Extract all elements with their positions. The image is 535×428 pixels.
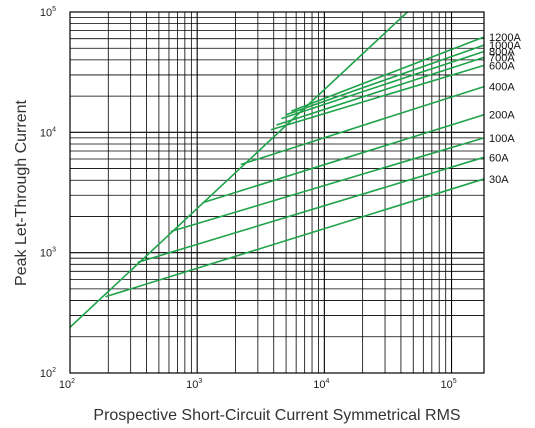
rating-label-1000a: 1000A xyxy=(489,40,521,52)
rating-curves xyxy=(69,11,485,328)
y-axis-label: Peak Let-Through Current xyxy=(13,100,30,286)
x-tick-labels: 102 103 104 105 xyxy=(59,378,457,391)
rating-label-100a: 100A xyxy=(489,133,515,145)
grid-lines xyxy=(70,12,484,373)
y-tick-label: 103 xyxy=(40,247,56,260)
plot-frame xyxy=(69,11,485,374)
series-line-1000a xyxy=(285,44,485,116)
rating-label-1200a: 1200A xyxy=(489,32,521,44)
series-line-200a xyxy=(202,113,485,204)
y-tick-label: 102 xyxy=(40,367,56,380)
series-line-400a xyxy=(240,85,485,166)
series-line-60a xyxy=(137,156,485,264)
x-axis-label: Prospective Short-Circuit Current Symmet… xyxy=(93,407,460,424)
y-tick-label: 105 xyxy=(40,6,56,19)
reference-line xyxy=(69,11,408,328)
series-line-700a xyxy=(276,56,485,126)
y-tick-label: 104 xyxy=(40,126,56,139)
y-tick-labels: 102 103 104 105 xyxy=(40,6,56,380)
series-line-30a xyxy=(105,178,485,298)
rating-label-400a: 400A xyxy=(489,82,515,94)
rating-label-600a: 600A xyxy=(489,60,515,72)
series-line-1200a xyxy=(291,36,485,112)
x-tick-label: 103 xyxy=(186,378,202,391)
series-line-600a xyxy=(270,64,485,131)
x-tick-label: 104 xyxy=(313,378,329,391)
x-tick-label: 105 xyxy=(440,378,456,391)
rating-label-200a: 200A xyxy=(489,110,515,122)
series-line-800a xyxy=(281,50,485,120)
rating-label-800a: 800A xyxy=(489,46,515,58)
x-tick-label: 102 xyxy=(59,378,75,391)
series-line-100a xyxy=(170,137,485,233)
rating-label-700a: 700A xyxy=(489,52,515,64)
rating-label-30a: 30A xyxy=(489,174,509,186)
rating-label-60a: 60A xyxy=(489,152,509,164)
